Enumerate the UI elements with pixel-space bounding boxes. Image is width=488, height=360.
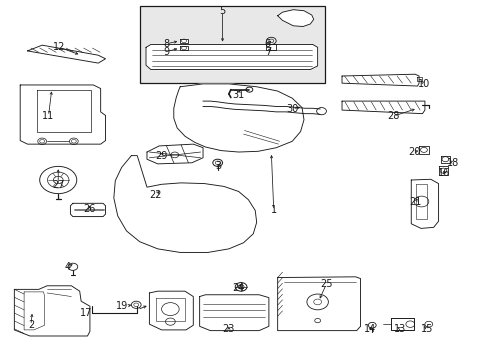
Text: 24: 24 bbox=[232, 283, 244, 293]
Text: 20: 20 bbox=[407, 147, 420, 157]
Text: 11: 11 bbox=[42, 111, 55, 121]
Polygon shape bbox=[418, 146, 428, 154]
Polygon shape bbox=[114, 156, 256, 252]
Text: 14: 14 bbox=[364, 324, 376, 334]
Text: 30: 30 bbox=[285, 104, 298, 114]
Text: 4: 4 bbox=[65, 262, 71, 272]
Polygon shape bbox=[180, 46, 188, 50]
Text: 7: 7 bbox=[264, 46, 270, 57]
Polygon shape bbox=[266, 44, 276, 50]
Polygon shape bbox=[277, 10, 313, 27]
Text: 23: 23 bbox=[222, 324, 235, 334]
Polygon shape bbox=[140, 6, 325, 83]
Text: 1: 1 bbox=[270, 206, 276, 216]
Polygon shape bbox=[173, 84, 304, 152]
Polygon shape bbox=[277, 277, 360, 330]
Text: 27: 27 bbox=[52, 180, 64, 190]
Text: 28: 28 bbox=[386, 111, 399, 121]
Text: 12: 12 bbox=[53, 42, 65, 52]
Polygon shape bbox=[440, 156, 449, 163]
Text: 13: 13 bbox=[394, 324, 406, 334]
Polygon shape bbox=[147, 144, 203, 164]
Text: 6: 6 bbox=[264, 39, 270, 49]
Text: 31: 31 bbox=[232, 90, 244, 100]
Text: 5: 5 bbox=[219, 6, 225, 17]
Polygon shape bbox=[410, 179, 438, 228]
Text: 8: 8 bbox=[163, 39, 169, 49]
Text: 15: 15 bbox=[420, 324, 433, 334]
Polygon shape bbox=[390, 318, 413, 330]
Text: 22: 22 bbox=[149, 190, 162, 200]
Polygon shape bbox=[199, 295, 268, 330]
Polygon shape bbox=[341, 101, 424, 114]
Text: 26: 26 bbox=[83, 204, 96, 215]
Text: 2: 2 bbox=[28, 320, 34, 330]
Polygon shape bbox=[37, 90, 91, 132]
Polygon shape bbox=[146, 44, 317, 69]
Polygon shape bbox=[438, 166, 447, 175]
Text: 9: 9 bbox=[163, 46, 169, 57]
Text: 19: 19 bbox=[115, 301, 127, 311]
Polygon shape bbox=[20, 85, 105, 144]
Polygon shape bbox=[180, 39, 188, 43]
Polygon shape bbox=[27, 45, 105, 63]
Polygon shape bbox=[14, 286, 90, 336]
Polygon shape bbox=[149, 291, 193, 330]
Text: 29: 29 bbox=[155, 150, 167, 161]
Text: 17: 17 bbox=[80, 309, 92, 318]
Polygon shape bbox=[341, 74, 418, 86]
Text: 10: 10 bbox=[417, 79, 429, 89]
Polygon shape bbox=[70, 203, 105, 217]
Text: 3: 3 bbox=[215, 161, 221, 171]
Text: 25: 25 bbox=[320, 279, 332, 289]
Text: 16: 16 bbox=[437, 168, 449, 178]
Text: 18: 18 bbox=[446, 158, 458, 168]
Text: 21: 21 bbox=[408, 197, 421, 207]
